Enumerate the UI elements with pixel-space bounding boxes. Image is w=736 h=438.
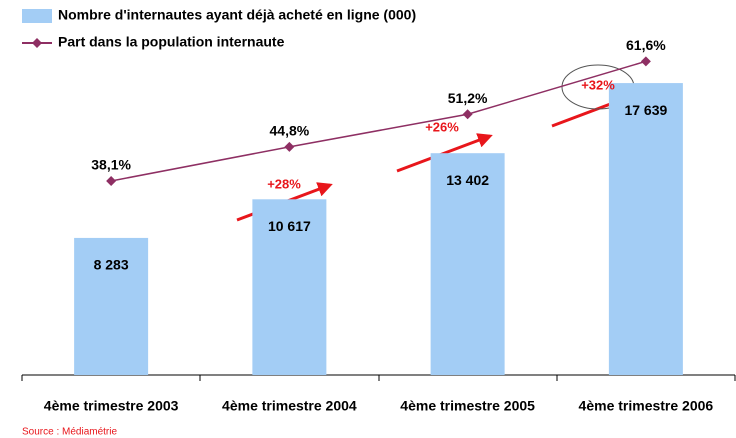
annotation: +28% [267, 176, 301, 191]
line-marker [640, 56, 651, 67]
bar [430, 153, 505, 375]
line-marker [284, 141, 295, 152]
legend-label: Part dans la population internaute [58, 34, 285, 50]
line [110, 60, 647, 182]
x-tick-label: 4ème trimestre 2004 [222, 398, 357, 414]
source: Source : Médiamétrie [22, 427, 117, 438]
line-marker [462, 109, 473, 120]
x-tick-label: 4ème trimestre 2005 [400, 398, 535, 414]
x-axis-ticks [21, 375, 736, 381]
legend-label: Nombre d'internautes ayant déjà acheté e… [58, 7, 416, 23]
line-value-label: 51,2% [448, 90, 488, 106]
line-marker [106, 175, 117, 186]
line-value-label: 38,1% [91, 157, 131, 173]
x-tick-label: 4ème trimestre 2006 [579, 398, 714, 414]
annotation: +26% [425, 119, 459, 134]
annotation: +32% [581, 77, 615, 92]
bar [74, 237, 149, 375]
line-value-label: 44,8% [270, 123, 310, 139]
bar [608, 83, 683, 375]
bar-value-label: 17 639 [624, 102, 667, 118]
bar-value-label: 13 402 [446, 172, 489, 188]
bar-value-label: 8 283 [94, 257, 129, 273]
legend-marker [32, 38, 42, 48]
line-value-label: 61,6% [626, 37, 666, 53]
legend-swatch [22, 9, 52, 23]
x-tick-label: 4ème trimestre 2003 [44, 398, 179, 414]
bar [252, 199, 327, 375]
bar-value-label: 10 617 [268, 218, 311, 234]
